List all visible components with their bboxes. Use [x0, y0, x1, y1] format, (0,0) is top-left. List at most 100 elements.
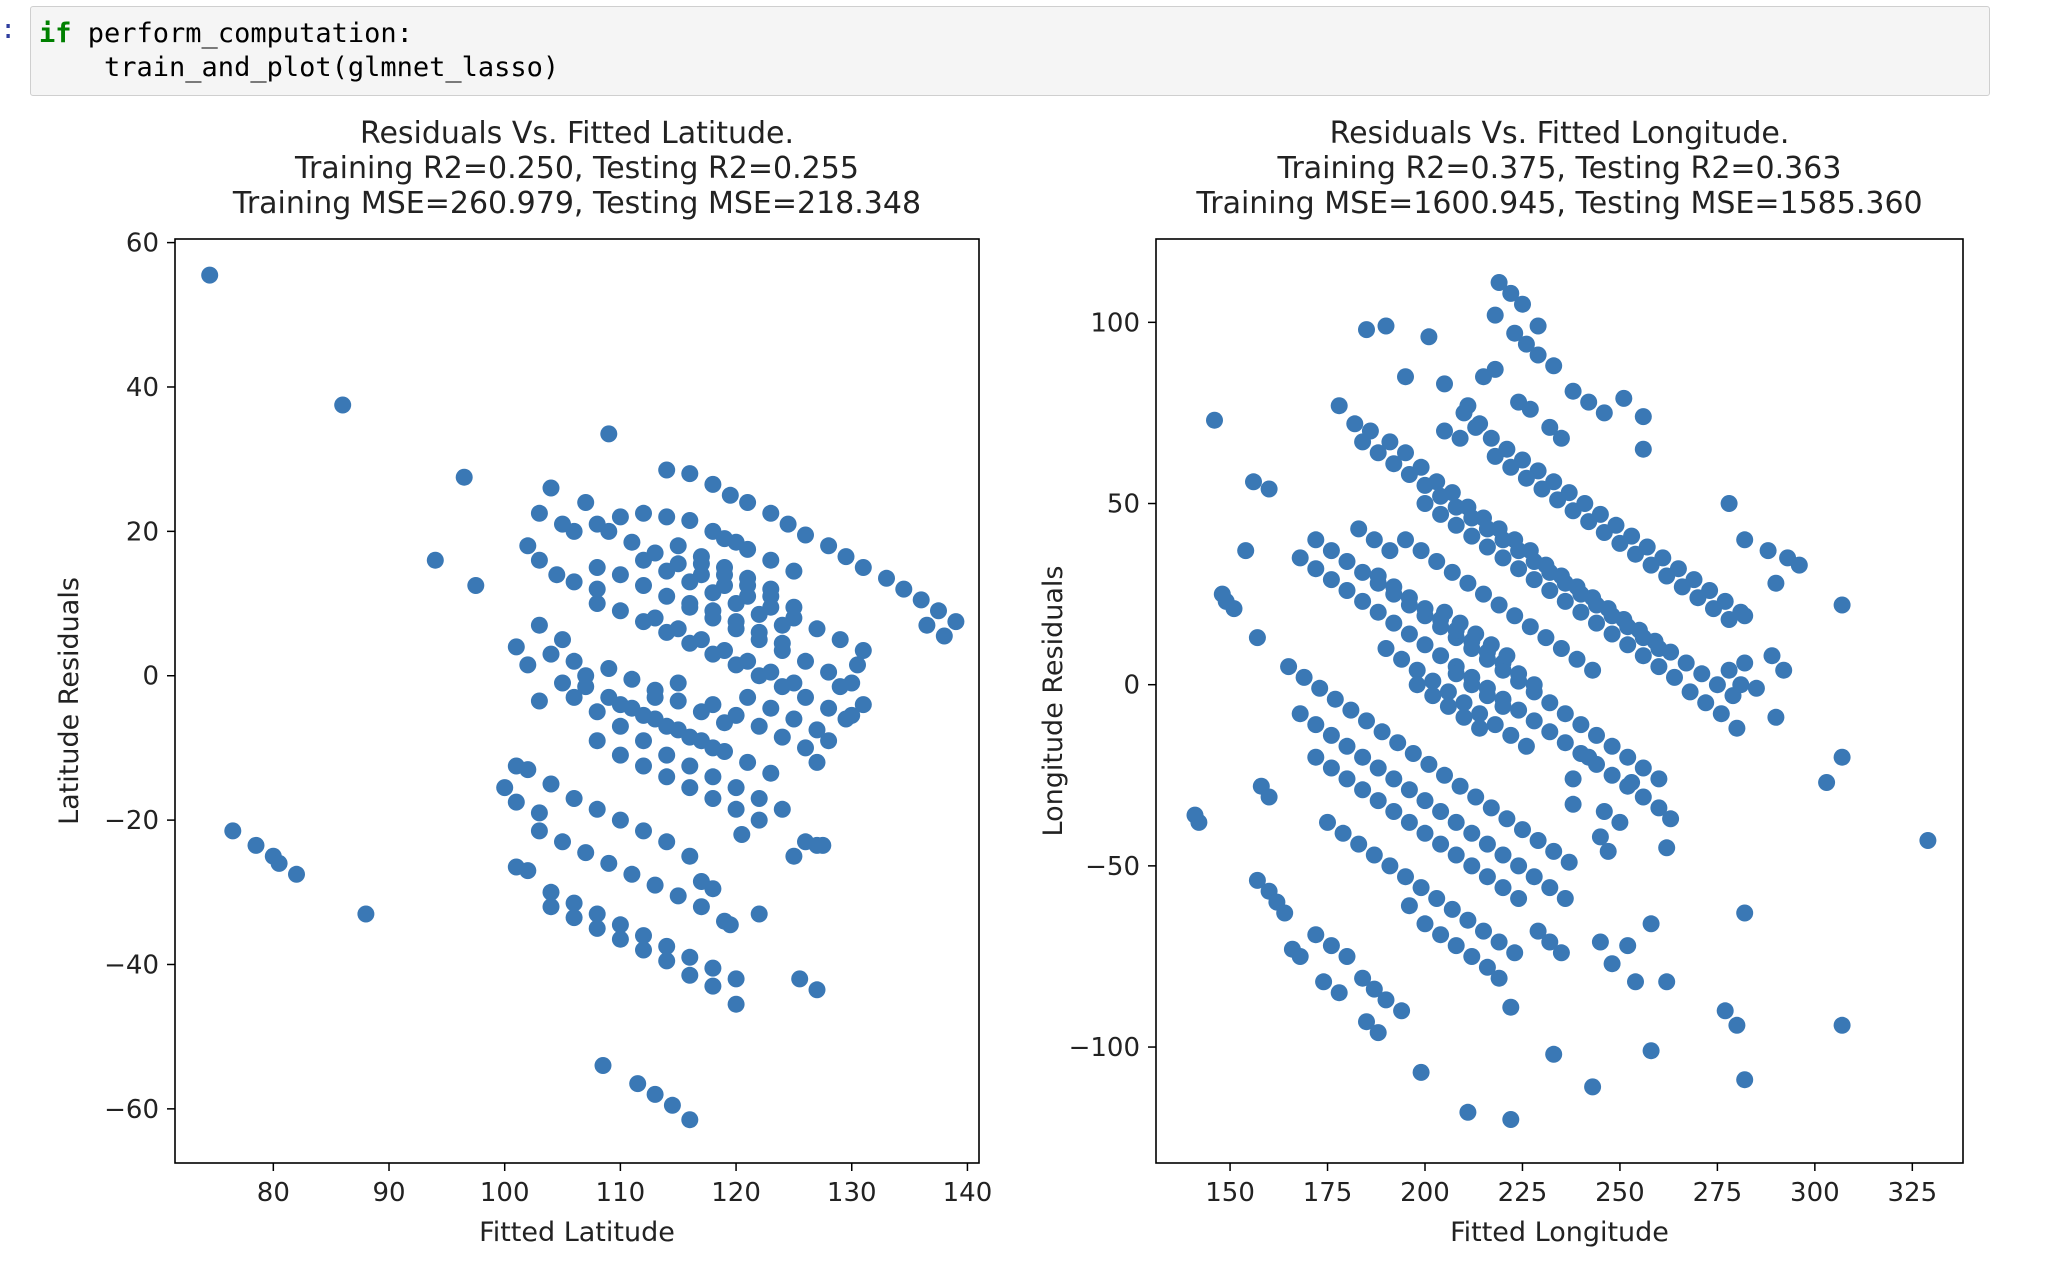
data-point: [1475, 922, 1492, 940]
data-point: [1358, 321, 1375, 339]
data-point: [635, 706, 652, 724]
data-point: [727, 779, 745, 797]
data-point: [854, 642, 872, 659]
data-point: [663, 1096, 681, 1114]
data-point: [1498, 647, 1516, 665]
data-point: [1599, 842, 1617, 860]
data-point: [646, 609, 664, 627]
data-point: [1545, 1045, 1563, 1063]
data-point: [1642, 1042, 1660, 1060]
data-point: [1728, 1016, 1746, 1034]
data-point: [837, 548, 855, 566]
data-point: [1763, 647, 1781, 665]
data-point: [1416, 792, 1434, 810]
data-point: [588, 703, 606, 721]
data-point: [1490, 969, 1508, 987]
data-point: [1307, 531, 1325, 549]
data-point: [797, 652, 814, 670]
x-tick-label: 100: [480, 1178, 530, 1208]
data-point: [1619, 748, 1637, 766]
data-point: [1397, 531, 1414, 549]
data-point: [554, 674, 571, 692]
data-point: [681, 966, 699, 984]
data-point: [1603, 625, 1621, 643]
chart-title-line: Training R2=0.250, Testing R2=0.255: [294, 151, 859, 186]
data-point: [588, 732, 606, 750]
data-point: [1330, 984, 1348, 1002]
data-point: [1689, 589, 1707, 607]
code-editor[interactable]: if perform_computation: train_and_plot(g…: [31, 7, 1989, 85]
data-point: [704, 768, 722, 786]
data-point: [357, 905, 375, 923]
data-point: [1381, 857, 1399, 875]
data-point: [1400, 589, 1418, 607]
data-point: [577, 844, 595, 862]
data-point: [1720, 661, 1738, 679]
data-point: [681, 779, 699, 797]
y-tick-label: 0: [1123, 671, 1140, 701]
plot-frame: [174, 238, 980, 1164]
data-point: [1350, 835, 1368, 853]
data-point: [1307, 926, 1325, 944]
data-point: [1338, 582, 1356, 599]
data-point: [1369, 759, 1387, 777]
data-point: [1424, 687, 1442, 705]
data-point: [1736, 531, 1754, 549]
data-point: [554, 631, 571, 649]
data-point: [727, 800, 745, 818]
data-point: [1478, 687, 1496, 705]
data-point: [1568, 650, 1586, 668]
data-point: [1666, 668, 1683, 686]
data-point: [201, 266, 219, 284]
data-point: [565, 522, 583, 540]
data-point: [1397, 368, 1414, 386]
data-point: [1545, 842, 1563, 860]
data-point: [611, 916, 629, 934]
data-point: [1237, 542, 1255, 560]
data-point: [1545, 357, 1563, 375]
data-point: [773, 800, 791, 818]
data-point: [1377, 317, 1395, 335]
x-tick-label: 90: [372, 1178, 405, 1208]
data-point: [704, 602, 722, 620]
data-point: [1439, 697, 1457, 715]
data-point: [1564, 770, 1582, 788]
data-point: [1354, 433, 1372, 451]
data-point: [1354, 563, 1372, 581]
data-point: [530, 616, 548, 634]
data-point: [1408, 676, 1426, 694]
data-point: [542, 775, 560, 793]
data-point: [623, 670, 641, 688]
data-point: [635, 822, 652, 840]
chart-longitude-residuals: Residuals Vs. Fitted Longitude.Training …: [1038, 116, 1964, 1248]
y-tick-label: 60: [126, 229, 159, 259]
data-point: [1322, 726, 1340, 744]
data-point: [704, 739, 722, 757]
data-point: [1478, 868, 1496, 886]
data-point: [750, 623, 768, 641]
data-point: [739, 569, 757, 587]
data-point: [808, 981, 826, 999]
data-point: [1319, 813, 1336, 831]
code-cell[interactable]: if perform_computation: train_and_plot(g…: [30, 6, 1990, 96]
data-point: [1510, 890, 1528, 907]
data-point: [1443, 563, 1461, 581]
data-point: [548, 566, 566, 584]
data-point: [1358, 712, 1375, 730]
data-point: [716, 530, 733, 548]
data-point: [681, 595, 699, 612]
data-point: [762, 504, 780, 522]
data-point: [739, 753, 757, 771]
data-point: [1529, 346, 1547, 364]
data-point: [1342, 701, 1360, 719]
chart-title-line: Residuals Vs. Fitted Latitude.: [360, 116, 794, 151]
data-point: [1326, 690, 1344, 708]
data-point: [1580, 748, 1598, 766]
data-point: [727, 995, 745, 1013]
data-point: [646, 876, 664, 894]
data-point: [1502, 1111, 1520, 1128]
data-point: [831, 631, 849, 649]
data-point: [635, 551, 652, 569]
data-point: [1525, 868, 1543, 886]
data-point: [750, 717, 768, 735]
